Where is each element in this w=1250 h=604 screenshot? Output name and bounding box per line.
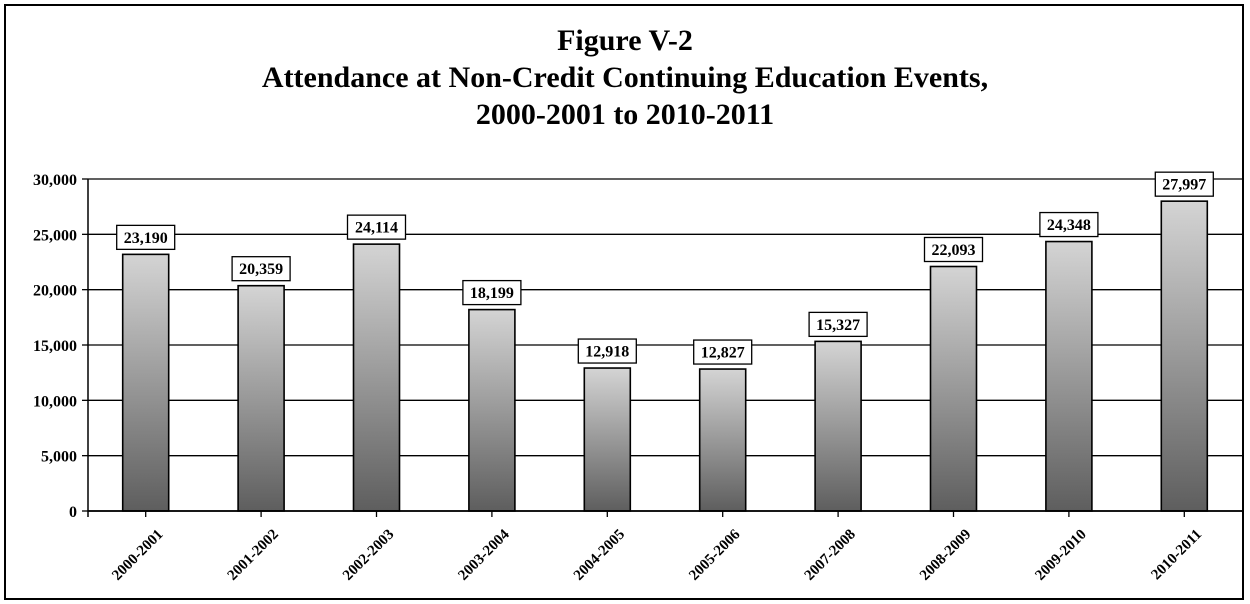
- x-tick-label: 2005-2006: [686, 526, 744, 584]
- data-label: 24,348: [1047, 217, 1091, 234]
- data-label: 18,199: [470, 285, 514, 302]
- x-tick-label: 2008-2009: [917, 527, 974, 584]
- bar-2003-2004: [468, 308, 516, 512]
- data-label-box: [1039, 211, 1099, 238]
- y-tick-label: 15,000: [33, 338, 77, 355]
- x-tick-label: 2001-2002: [225, 527, 282, 584]
- data-label: 20,359: [239, 261, 283, 278]
- x-tick-label: 2000-2001: [109, 527, 166, 584]
- bar-2008-2009: [929, 265, 978, 512]
- x-tick-label: 2004-2005: [571, 527, 628, 584]
- bar-2005-2006: [698, 368, 747, 512]
- data-label-box: [577, 338, 637, 364]
- data-label: 22,093: [932, 242, 976, 259]
- bar-2007-2008: [814, 340, 862, 512]
- data-label-box: [116, 224, 176, 251]
- x-tick-label: 2002-2003: [340, 527, 397, 584]
- x-tick-label: 2010-2011: [1148, 527, 1205, 584]
- data-label-box: [231, 256, 291, 282]
- data-label-box: [462, 279, 522, 306]
- data-label: 15,327: [816, 317, 860, 334]
- x-axis: 2000-2001 2001-2002 2002-2003 2003-2004 2004…: [88, 510, 1242, 584]
- x-tick-label: 2009-2010: [1032, 527, 1089, 584]
- bar-2009-2010: [1045, 240, 1093, 512]
- x-tick-label: 2003-2004: [455, 526, 513, 584]
- y-tick-label: 5,000: [41, 449, 77, 466]
- y-tick-label: 10,000: [33, 393, 77, 410]
- data-label: 27,997: [1162, 177, 1206, 194]
- bar-2010-2011: [1160, 200, 1209, 512]
- x-tick-label: 2007-2008: [802, 527, 859, 584]
- bar-2002-2003: [352, 243, 401, 512]
- data-label: 23,190: [124, 230, 168, 247]
- data-label-box: [1154, 171, 1214, 197]
- chart-subtitle-line-2: 2000-2001 to 2010-2011: [475, 98, 775, 131]
- y-tick-label: 0: [69, 504, 77, 521]
- chart-titles: Figure V-2 Attendance at Non-Credit Cont…: [0, 22, 1250, 133]
- data-label: 12,827: [701, 345, 745, 362]
- y-tick-label: 20,000: [33, 283, 77, 300]
- chart-title: Figure V-2: [557, 24, 693, 57]
- chart-subtitle-line-1: Attendance at Non-Credit Continuing Educ…: [261, 61, 989, 94]
- bars: [121, 200, 1209, 512]
- data-label-box: [923, 236, 984, 263]
- data-label: 24,114: [355, 220, 398, 237]
- bar-2004-2005: [583, 367, 632, 512]
- bar-2000-2001: [121, 253, 170, 512]
- y-tick-label: 25,000: [33, 227, 77, 244]
- y-axis: 0 5,000 10,000 15,000 20,000 25,000 30,000: [33, 172, 89, 521]
- data-label-box: [346, 214, 407, 240]
- bar-2001-2002: [237, 284, 285, 512]
- y-tick-label: 30,000: [33, 172, 77, 189]
- data-label-box: [808, 311, 868, 338]
- data-labels: 23,190 20,359 24,114 18,199 12,918 12,827 15,3…: [116, 171, 1214, 365]
- data-label: 12,918: [585, 344, 629, 361]
- data-label-box: [693, 339, 753, 365]
